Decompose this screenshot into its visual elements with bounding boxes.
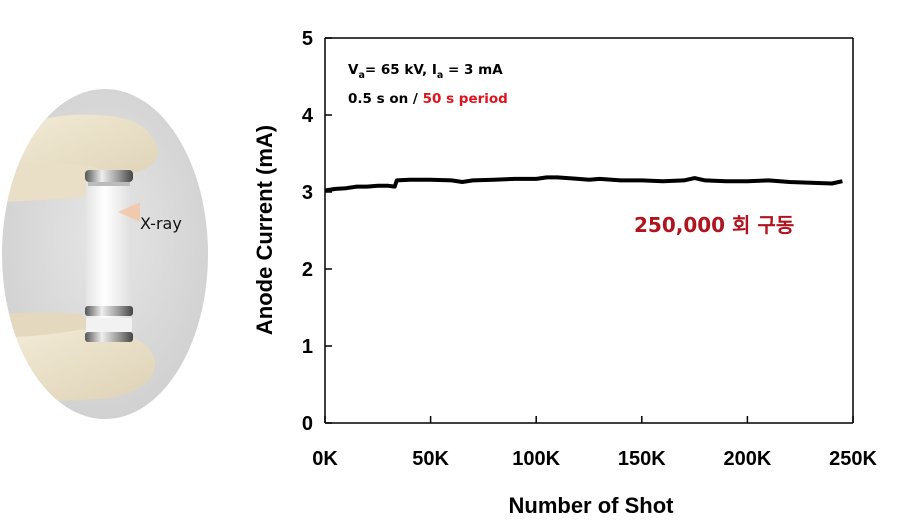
y-tick-label: 2: [302, 259, 313, 281]
y-tick-label: 3: [302, 182, 313, 204]
x-tick-label: 250K: [829, 448, 877, 470]
plot-area: 0 1 2 3 4 5 0K 50K 100K 150K 200K 250K: [302, 28, 878, 470]
x-ray-tube-photo: X-ray: [2, 89, 208, 419]
y-tick-label: 5: [302, 28, 313, 50]
y-tick-label: 0: [302, 413, 313, 435]
x-tick-label: 100K: [512, 448, 560, 470]
x-ray-label: X-ray: [140, 214, 182, 233]
anode-current-chart: 0 1 2 3 4 5 0K 50K 100K 150K 200K 250K Number of S…: [252, 28, 878, 518]
x-tick-label: 0K: [312, 448, 338, 470]
x-tick-label: 150K: [618, 448, 666, 470]
x-axis-title: Number of Shot: [509, 493, 675, 518]
y-axis-title: Anode Current (mA): [252, 125, 277, 335]
conditions-line-2: 0.5 s on / 50 s period: [348, 91, 508, 107]
conditions-line-1: Va= 65 kV, Ia = 3 mA: [348, 62, 503, 81]
x-tick-label: 50K: [412, 448, 449, 470]
x-tick-label: 200K: [723, 448, 771, 470]
y-tick-label: 1: [302, 336, 313, 358]
y-tick-label: 4: [302, 105, 314, 127]
count-annotation: 250,000 회 구동: [634, 213, 794, 237]
anode-current-series-line: [324, 175, 843, 193]
